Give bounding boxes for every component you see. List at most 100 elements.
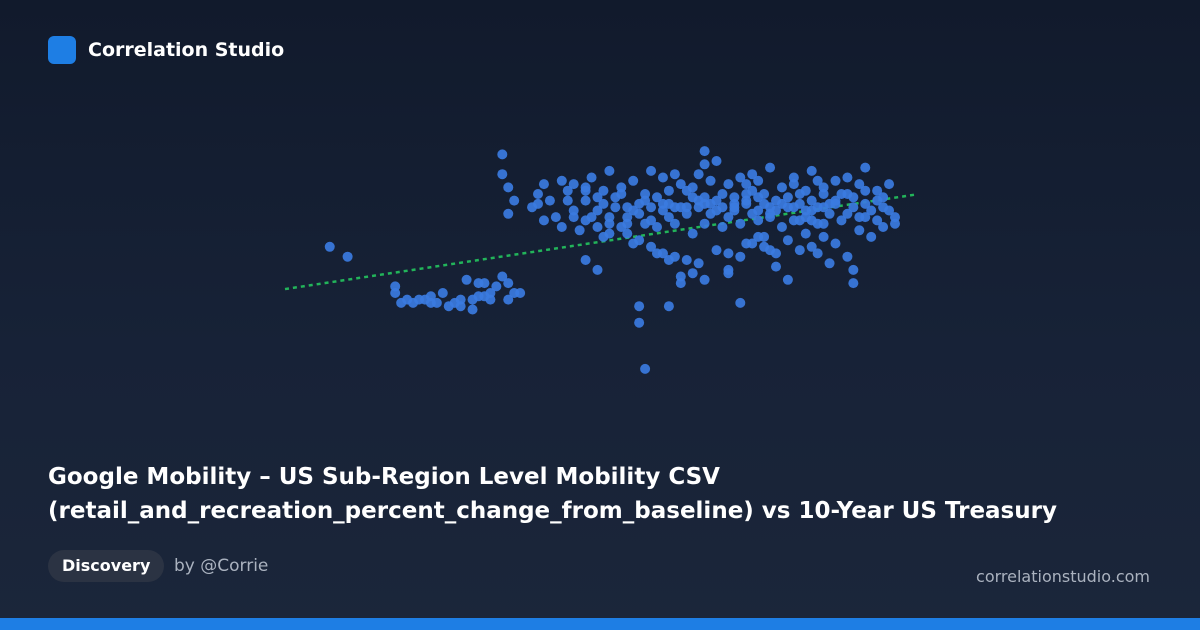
data-point xyxy=(854,179,865,190)
data-point xyxy=(646,202,657,213)
data-point xyxy=(890,212,900,223)
data-point xyxy=(830,175,841,186)
data-point xyxy=(634,198,645,209)
data-point xyxy=(729,192,740,203)
data-point xyxy=(604,228,615,239)
data-point xyxy=(717,202,728,213)
data-point xyxy=(669,218,680,229)
data-point xyxy=(497,271,508,282)
data-point xyxy=(776,198,787,209)
data-point xyxy=(604,165,615,176)
data-point xyxy=(669,202,680,213)
data-point xyxy=(580,195,591,206)
data-point xyxy=(533,189,543,199)
data-point xyxy=(735,251,746,262)
data-point xyxy=(729,205,740,216)
data-point xyxy=(782,274,793,285)
data-point xyxy=(860,198,871,209)
data-point xyxy=(866,205,877,216)
author-link[interactable]: by @Corrie xyxy=(174,556,269,576)
scatter-chart xyxy=(284,146,916,374)
data-point xyxy=(491,281,502,292)
data-point xyxy=(693,195,704,206)
data-point xyxy=(687,268,698,279)
brand-name: Correlation Studio xyxy=(88,39,285,61)
data-point xyxy=(342,251,353,262)
data-point xyxy=(568,179,579,190)
data-point xyxy=(693,258,704,269)
data-point xyxy=(503,294,514,305)
data-point xyxy=(806,195,817,206)
data-point xyxy=(425,297,436,308)
data-point xyxy=(806,215,817,226)
data-point xyxy=(681,185,692,196)
data-point xyxy=(646,165,657,176)
data-point xyxy=(646,215,657,226)
data-point xyxy=(735,297,746,308)
data-point xyxy=(824,198,835,209)
data-point xyxy=(622,228,633,239)
data-point xyxy=(550,212,561,223)
data-point xyxy=(390,288,401,298)
data-point xyxy=(860,212,871,223)
data-point xyxy=(544,195,555,206)
data-point xyxy=(741,238,752,249)
data-point xyxy=(711,156,722,166)
data-point xyxy=(461,274,472,285)
data-point xyxy=(848,202,859,213)
data-point xyxy=(503,278,514,289)
data-point xyxy=(842,208,853,219)
discovery-tag[interactable]: Discovery xyxy=(48,550,165,582)
data-point xyxy=(580,255,591,265)
data-point xyxy=(675,278,686,289)
data-point xyxy=(860,162,871,173)
data-point xyxy=(788,179,799,190)
data-point xyxy=(878,222,889,232)
data-point xyxy=(717,189,728,199)
data-point xyxy=(723,179,734,190)
data-point xyxy=(818,231,829,242)
data-point xyxy=(663,185,674,196)
data-point xyxy=(723,248,734,259)
data-point xyxy=(818,218,829,229)
data-point xyxy=(497,149,508,160)
data-point xyxy=(842,251,853,262)
data-point xyxy=(759,231,770,242)
data-point xyxy=(794,189,805,199)
data-point xyxy=(437,288,448,298)
data-point xyxy=(640,189,651,199)
data-point xyxy=(711,245,722,256)
data-point xyxy=(681,202,692,213)
data-point xyxy=(842,172,853,183)
data-point xyxy=(794,245,805,256)
data-point xyxy=(848,264,859,275)
data-point xyxy=(854,225,865,236)
data-point xyxy=(515,288,526,298)
data-point xyxy=(455,301,466,312)
data-point xyxy=(836,215,847,226)
site-url[interactable]: correlationstudio.com xyxy=(976,567,1150,586)
data-point xyxy=(687,228,698,239)
data-point xyxy=(812,248,823,259)
data-point xyxy=(503,208,514,219)
data-point xyxy=(782,235,793,246)
data-point xyxy=(872,185,883,196)
data-point xyxy=(735,172,746,183)
data-point xyxy=(538,215,549,226)
data-point xyxy=(580,182,591,193)
data-point xyxy=(699,218,710,229)
data-point xyxy=(699,146,710,157)
data-point xyxy=(782,192,793,203)
data-point xyxy=(848,192,859,203)
data-point xyxy=(735,218,746,229)
data-point xyxy=(628,238,639,249)
data-point xyxy=(705,198,716,209)
data-point xyxy=(824,208,835,219)
data-point xyxy=(699,159,710,170)
data-point xyxy=(652,222,662,232)
data-point xyxy=(705,175,716,186)
data-point xyxy=(812,202,823,213)
data-point xyxy=(866,231,877,242)
data-point xyxy=(533,198,543,209)
data-point xyxy=(872,215,883,226)
